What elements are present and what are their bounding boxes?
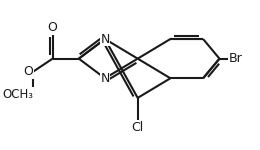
Text: Cl: Cl [132,121,144,134]
Text: N: N [100,33,110,45]
Text: OCH₃: OCH₃ [2,88,33,101]
Text: O: O [23,65,33,78]
Text: N: N [100,72,110,85]
Text: Br: Br [229,52,243,65]
Text: O: O [48,21,57,34]
